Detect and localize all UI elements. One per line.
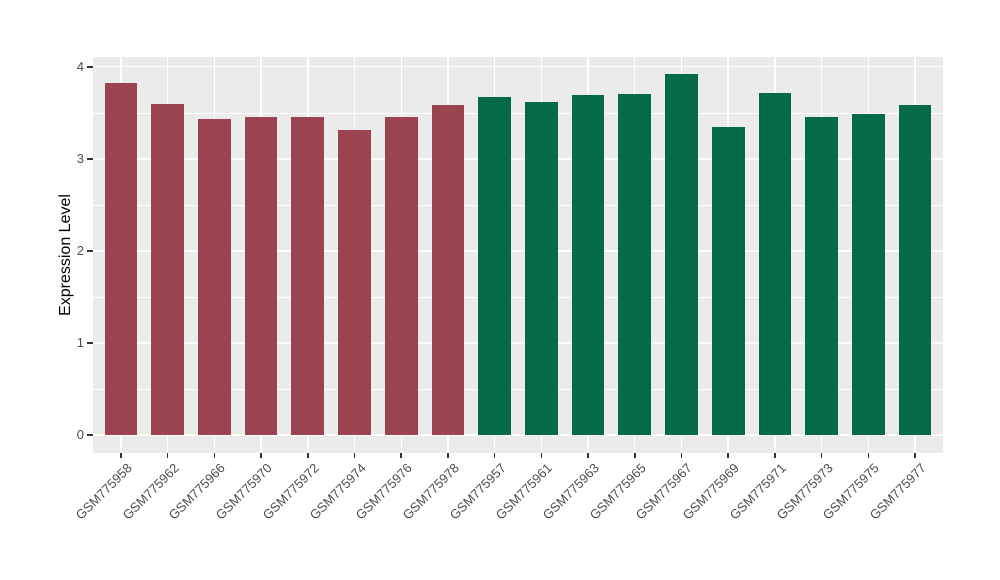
x-tick-mark — [120, 453, 122, 458]
y-tick-label: 2 — [76, 242, 84, 258]
y-tick-label: 3 — [76, 150, 84, 166]
x-tick-mark — [493, 453, 496, 458]
plot-panel — [93, 57, 943, 453]
x-tick-mark — [260, 453, 262, 458]
y-tick-label: 1 — [76, 334, 84, 350]
bar-GSM775970 — [244, 116, 278, 435]
x-tick-mark — [540, 453, 543, 458]
y-tick-mark — [87, 158, 93, 160]
x-tick-mark — [867, 453, 870, 458]
y-tick-mark — [87, 250, 93, 252]
x-tick-mark — [307, 453, 309, 458]
x-tick-mark — [587, 453, 589, 458]
bar-GSM775977 — [898, 105, 932, 435]
x-tick-mark — [774, 453, 776, 458]
minor-gridline — [93, 112, 943, 114]
bar-GSM775971 — [758, 92, 792, 435]
minor-gridline — [93, 388, 943, 390]
major-gridline — [93, 434, 943, 436]
bar-GSM775961 — [525, 101, 558, 435]
major-gridline — [93, 342, 943, 344]
x-tick-mark — [213, 453, 216, 458]
x-tick-mark — [680, 453, 683, 458]
bar-GSM775969 — [711, 126, 745, 435]
bar-GSM775975 — [851, 113, 885, 435]
major-gridline — [93, 66, 943, 68]
x-tick-mark — [914, 453, 916, 458]
minor-gridline — [93, 204, 943, 206]
x-tick-mark — [353, 453, 356, 458]
bar-GSM775957 — [478, 97, 511, 435]
x-tick-mark — [820, 453, 823, 458]
bar-GSM775962 — [151, 103, 185, 435]
major-gridline — [93, 158, 943, 160]
bar-GSM775965 — [618, 94, 652, 435]
x-tick-mark — [727, 453, 729, 458]
minor-gridline — [93, 296, 943, 298]
y-tick-label: 4 — [76, 58, 84, 74]
major-gridline — [93, 250, 943, 252]
x-tick-mark — [400, 453, 402, 458]
bar-GSM775974 — [338, 130, 371, 435]
bar-GSM775978 — [431, 105, 465, 435]
bar-GSM775976 — [384, 116, 418, 435]
bar-GSM775973 — [805, 117, 838, 435]
bar-GSM775966 — [198, 119, 231, 435]
y-tick-mark — [87, 342, 93, 344]
y-tick-mark — [87, 66, 93, 68]
bar-GSM775972 — [291, 116, 325, 435]
x-tick-mark — [166, 453, 169, 458]
y-tick-mark — [87, 434, 93, 436]
bar-GSM775963 — [571, 95, 605, 435]
x-tick-mark — [634, 453, 636, 458]
y-tick-label: 0 — [76, 427, 84, 442]
bar-GSM775967 — [665, 74, 698, 435]
bar-GSM775958 — [104, 83, 138, 435]
x-tick-mark — [447, 453, 449, 458]
